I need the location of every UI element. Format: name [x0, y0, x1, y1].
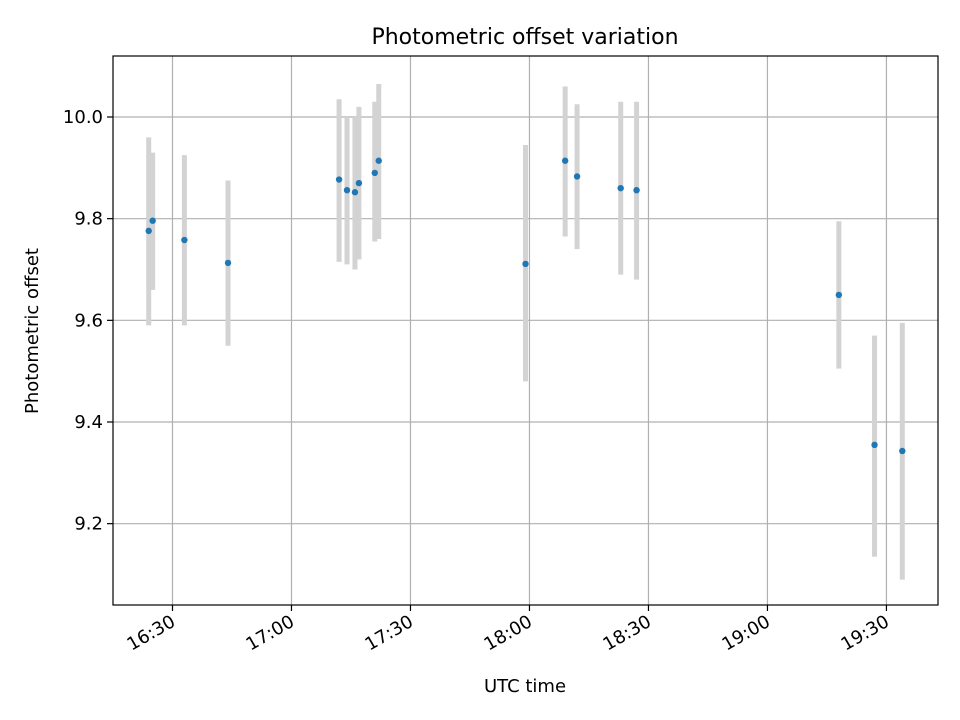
- data-point: [355, 179, 363, 187]
- data-point: [835, 291, 843, 299]
- data-point: [224, 259, 232, 267]
- data-point: [561, 157, 569, 164]
- data-point: [899, 447, 906, 455]
- y-tick-label: 9.6: [74, 310, 103, 331]
- y-axis-ticks: 9.2 9.4 9.6 9.8 10.0: [63, 107, 113, 535]
- x-axis-label: UTC time: [484, 676, 566, 697]
- data-point: [522, 260, 529, 268]
- y-tick-label: 9.8: [74, 209, 103, 230]
- data-point: [145, 227, 152, 235]
- data-point: [149, 217, 156, 224]
- data-point: [617, 184, 624, 192]
- data-point: [573, 173, 581, 180]
- grid-lines: [113, 56, 938, 605]
- data-point: [871, 441, 878, 449]
- data-point: [335, 176, 343, 183]
- y-axis-label: Photometric offset: [22, 248, 43, 414]
- data-point: [633, 187, 640, 194]
- y-tick-label: 9.4: [74, 412, 103, 433]
- data-point: [351, 189, 359, 196]
- data-point: [343, 187, 351, 194]
- data-point: [181, 236, 188, 244]
- data-points: [145, 157, 906, 455]
- chart-title: Photometric offset variation: [371, 25, 678, 50]
- y-tick-label: 10.0: [63, 107, 103, 128]
- data-point: [375, 157, 382, 164]
- data-point: [371, 169, 378, 177]
- plot-frame: [112, 55, 939, 606]
- y-tick-label: 9.2: [74, 514, 103, 535]
